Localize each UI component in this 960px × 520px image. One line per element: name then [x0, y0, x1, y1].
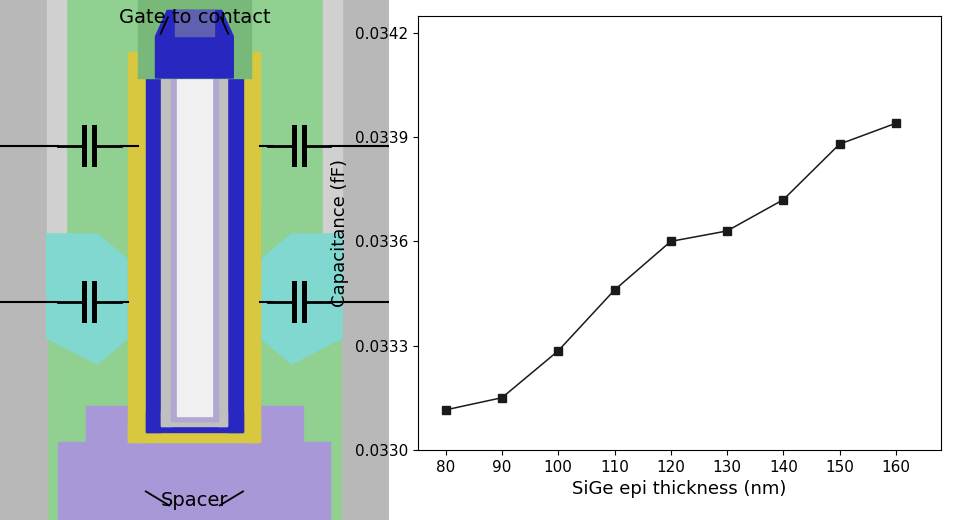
Bar: [47, 0, 66, 286]
Bar: [59, 442, 330, 520]
Bar: [129, 52, 146, 442]
Bar: [129, 208, 260, 338]
Bar: [228, 52, 243, 432]
Bar: [323, 0, 342, 286]
Polygon shape: [47, 234, 129, 364]
Polygon shape: [156, 10, 233, 78]
Bar: [243, 52, 260, 442]
Bar: [0, 0, 47, 520]
Bar: [85, 406, 303, 520]
Text: Spacer: Spacer: [160, 490, 228, 510]
Bar: [171, 62, 218, 421]
Bar: [138, 0, 251, 78]
Bar: [342, 0, 389, 520]
Y-axis label: Capacitance (fF): Capacitance (fF): [331, 159, 348, 307]
Bar: [161, 57, 171, 426]
Polygon shape: [260, 234, 342, 364]
Bar: [146, 52, 161, 432]
Bar: [218, 57, 228, 426]
Bar: [129, 419, 260, 442]
Bar: [177, 68, 212, 416]
Bar: [146, 411, 243, 432]
X-axis label: SiGe epi thickness (nm): SiGe epi thickness (nm): [572, 480, 786, 498]
Text: Gate to contact: Gate to contact: [119, 8, 270, 27]
Bar: [175, 10, 214, 36]
Bar: [171, 406, 218, 421]
Bar: [161, 411, 228, 426]
